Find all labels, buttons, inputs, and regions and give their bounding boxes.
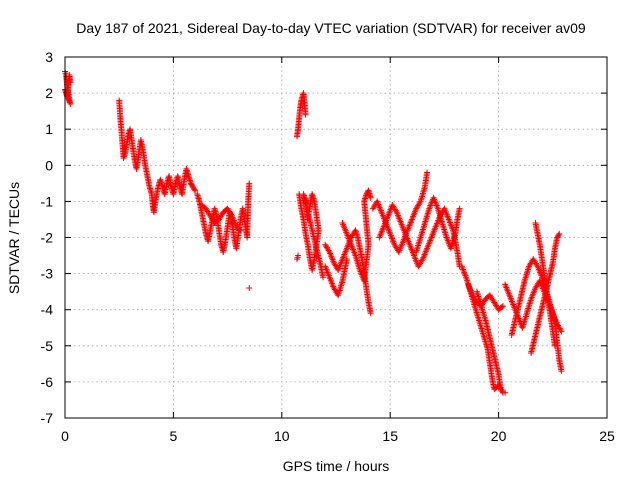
data-point: [392, 207, 399, 214]
y-tick-label: 3: [45, 49, 53, 65]
x-axis-label: GPS time / hours: [283, 458, 390, 474]
y-tick-label: 0: [45, 157, 53, 173]
data-point: [67, 79, 74, 86]
data-point: [191, 186, 198, 193]
data-points: [62, 68, 565, 396]
y-tick-label: -2: [41, 230, 54, 246]
y-tick-label: -3: [41, 266, 54, 282]
data-point: [551, 342, 558, 349]
x-tick-label: 25: [599, 428, 615, 444]
data-point: [556, 230, 563, 237]
y-tick-label: -1: [41, 193, 54, 209]
data-point: [237, 227, 244, 234]
plot-frame: [64, 56, 608, 419]
data-point: [325, 247, 332, 254]
data-point: [555, 232, 562, 239]
data-point: [66, 99, 73, 106]
data-point: [192, 187, 199, 194]
data-point: [456, 205, 463, 212]
data-point: [246, 285, 253, 292]
data-point: [502, 389, 509, 396]
x-tick-label: 5: [170, 428, 178, 444]
data-point: [424, 169, 431, 176]
data-point: [367, 310, 374, 317]
data-point: [302, 111, 309, 118]
y-tick-label: 2: [45, 85, 53, 101]
data-point: [67, 100, 74, 107]
x-tick-label: 15: [382, 428, 398, 444]
data-point: [497, 386, 504, 393]
data-point: [498, 303, 505, 310]
y-tick-label: -6: [41, 374, 54, 390]
data-point: [66, 98, 73, 105]
x-tick-label: 10: [274, 428, 290, 444]
x-tick-label: 20: [491, 428, 507, 444]
axis-ticks: 0 5 10 15 20 25 -7 -6 -5 -4 -3 -2 -1 0 1 2 3: [41, 49, 615, 444]
chart-title: Day 187 of 2021, Sidereal Day-to-day VTE…: [76, 20, 586, 36]
data-point: [367, 194, 374, 201]
data-point: [319, 274, 326, 281]
data-point: [246, 180, 253, 187]
data-point: [558, 328, 565, 335]
data-point: [295, 252, 302, 259]
data-point: [499, 303, 506, 310]
x-tick-label: 0: [61, 428, 69, 444]
y-tick-label: -7: [41, 410, 54, 426]
data-point: [533, 261, 540, 268]
y-tick-label: -4: [41, 302, 54, 318]
grid-layer: [65, 57, 607, 418]
data-point: [558, 368, 565, 375]
y-axis-label: SDTVAR / TECUs: [6, 182, 22, 294]
data-point: [228, 211, 235, 218]
data-point: [418, 257, 425, 264]
data-point: [236, 226, 243, 233]
y-tick-label: 1: [45, 121, 53, 137]
data-point: [343, 256, 350, 263]
data-point: [416, 199, 423, 206]
y-tick-label: -5: [41, 338, 54, 354]
